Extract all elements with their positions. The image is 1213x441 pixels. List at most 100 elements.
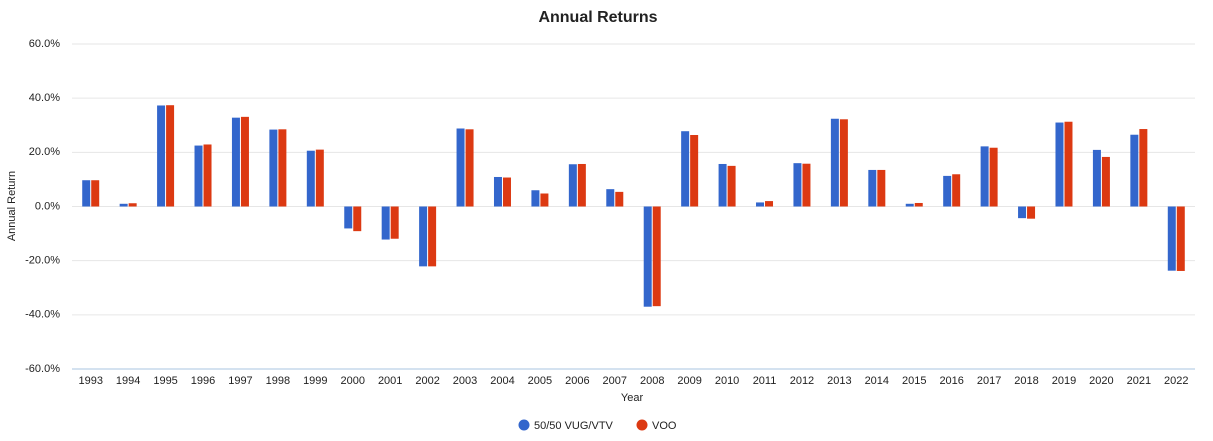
bar [943,175,952,207]
x-tick-label: 2000 [341,375,365,387]
x-tick-label: 2011 [753,375,777,387]
bar [278,129,287,207]
bar [606,189,615,207]
x-tick-label: 2012 [790,375,814,387]
x-tick-label: 2014 [865,375,889,387]
x-tick-label: 2010 [715,375,739,387]
bar [194,145,203,207]
bar [493,176,502,207]
bar [428,206,437,267]
y-tick-label: 40.0% [29,92,60,104]
y-tick-label: 20.0% [29,146,60,158]
bar [166,105,175,207]
chart-title: Annual Returns [538,9,657,26]
bar [839,119,848,207]
x-tick-label: 2008 [640,375,664,387]
bar [128,203,137,207]
bar [240,116,249,207]
x-tick-label: 2016 [939,375,963,387]
bar [1139,129,1148,207]
x-tick-label: 2018 [1014,375,1038,387]
x-tick-label: 2015 [902,375,926,387]
bar [231,117,240,207]
legend-label: 50/50 VUG/VTV [534,420,614,432]
bar [952,174,961,207]
x-tick-label: 2009 [677,375,701,387]
bar [989,147,998,207]
bar [502,177,511,207]
y-tick-label: -60.0% [25,363,60,375]
bar [914,202,923,207]
x-tick-label: 1995 [153,375,177,387]
bar [718,163,727,207]
x-tick-label: 1998 [266,375,290,387]
x-tick-label: 2004 [490,375,514,387]
bar [690,135,699,207]
bar [456,128,465,207]
x-tick-label: 1999 [303,375,327,387]
x-tick-label: 2020 [1089,375,1113,387]
x-tick-label: 2019 [1052,375,1076,387]
bar [727,165,736,207]
bar [756,202,765,207]
bar [540,193,549,207]
bar [390,206,399,239]
bar [643,206,652,307]
bar [615,191,624,207]
bar [531,190,540,207]
x-tick-label: 1994 [116,375,140,387]
bar [1064,121,1073,207]
bar [315,149,324,207]
bar [1018,206,1027,219]
x-tick-label: 2021 [1127,375,1151,387]
y-tick-label: 60.0% [29,38,60,50]
bar [793,163,802,207]
y-tick-label: 0.0% [35,200,60,212]
bar [353,206,362,232]
y-tick-label: -40.0% [25,309,60,321]
bar [344,206,353,229]
y-tick-label: -20.0% [25,255,60,267]
bar [119,203,128,207]
x-tick-label: 2003 [453,375,477,387]
bar [306,150,315,207]
bar [905,203,914,207]
bar [269,129,278,207]
x-tick-label: 2007 [603,375,627,387]
bar [465,129,474,207]
y-axis-label: Annual Return [6,171,18,241]
bar [980,146,989,207]
bar [765,201,774,207]
x-tick-label: 1997 [228,375,252,387]
bar [1167,206,1176,271]
x-tick-label: 2002 [415,375,439,387]
x-axis-label: Year [621,392,644,404]
bar [1130,134,1139,207]
x-tick-label: 2006 [565,375,589,387]
bar [419,206,428,267]
bar [203,144,212,207]
bar [577,163,586,207]
bar [868,169,877,207]
legend-label: VOO [652,420,677,432]
bar [568,164,577,207]
bar [157,105,166,207]
x-tick-label: 2022 [1164,375,1188,387]
x-tick-label: 2017 [977,375,1001,387]
bar [830,118,839,207]
x-tick-label: 1996 [191,375,215,387]
bar [1101,156,1110,207]
bar [681,131,690,207]
x-tick-label: 2013 [827,375,851,387]
x-tick-label: 1993 [78,375,102,387]
x-tick-label: 2001 [378,375,402,387]
bar [91,180,100,207]
bar [1055,122,1064,207]
bar [877,169,886,207]
bar [381,206,390,240]
bar [82,180,91,207]
bar [802,163,811,207]
bar [1027,206,1036,219]
